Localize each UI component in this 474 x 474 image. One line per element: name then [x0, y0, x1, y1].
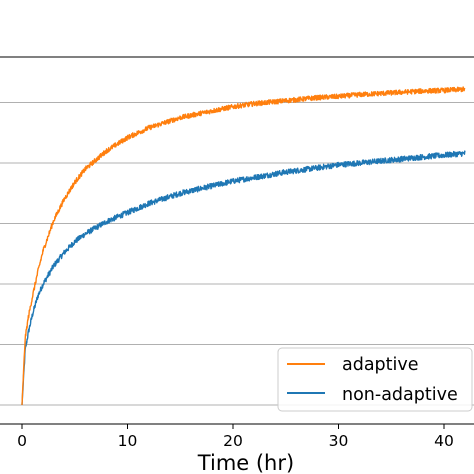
x-tick-label: 10 [118, 432, 138, 450]
legend-label-adaptive: adaptive [342, 355, 419, 375]
legend: adaptive non-adaptive [277, 347, 473, 412]
legend-label-non-adaptive: non-adaptive [342, 385, 458, 405]
x-tick-label: 20 [223, 432, 243, 450]
x-axis-label: Time (hr) [197, 451, 294, 474]
series-line-adaptive [21, 86, 466, 406]
legend-box [277, 347, 473, 412]
x-tick-label: 40 [434, 432, 454, 450]
series-line-non-adaptive [21, 150, 466, 406]
x-axis-ticks: 0 10 20 30 40 [17, 424, 454, 450]
x-tick-label: 0 [17, 432, 27, 450]
series-layer [21, 86, 466, 406]
x-tick-label: 30 [329, 432, 349, 450]
